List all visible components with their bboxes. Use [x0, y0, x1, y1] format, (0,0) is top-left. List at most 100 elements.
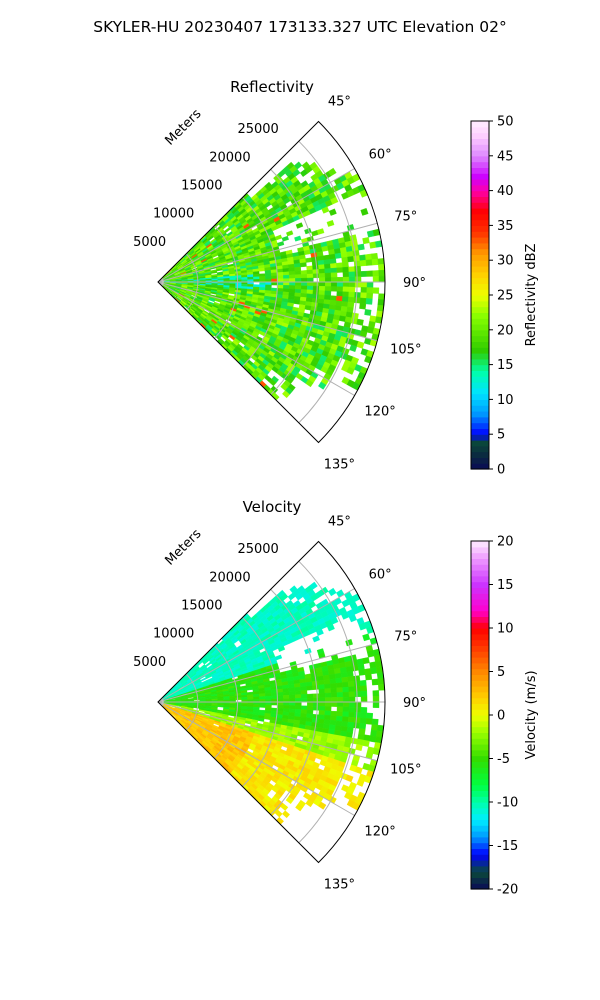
- radar-gate: [294, 266, 302, 272]
- colorbar-segment: [471, 749, 489, 757]
- radar-gate: [265, 275, 272, 280]
- colorbar-segment: [471, 289, 489, 296]
- radar-gate: [318, 684, 325, 690]
- radar-gate: [295, 281, 302, 287]
- radar-gate: [301, 697, 308, 703]
- radar-gate: [289, 281, 296, 286]
- radar-gate: [377, 299, 385, 306]
- radar-gate: [294, 288, 302, 294]
- panel-title: Reflectivity: [230, 78, 314, 96]
- radar-gate: [294, 694, 302, 699]
- radar-gate: [300, 709, 308, 714]
- colorbar-segment: [471, 144, 489, 151]
- colorbar-segment: [471, 254, 489, 261]
- radar-gate: [348, 691, 356, 698]
- range-axis-label: Meters: [162, 106, 204, 148]
- colorbar-segment: [471, 651, 489, 658]
- colorbar-segment: [471, 179, 489, 186]
- radar-gate: [350, 737, 358, 745]
- colorbar-tick-label: -20: [497, 883, 518, 898]
- radar-gate: [318, 285, 326, 292]
- radar-gate: [258, 267, 266, 272]
- radar-gate: [324, 692, 332, 698]
- radar-gate: [283, 285, 290, 290]
- range-tick-label: 10000: [153, 207, 194, 222]
- colorbar-segment: [471, 341, 489, 348]
- colorbar-tick-label: 30: [497, 254, 514, 269]
- radar-gate: [359, 297, 367, 305]
- radar-gate: [277, 704, 284, 709]
- radar-gate: [294, 270, 302, 276]
- radar-gate: [342, 276, 350, 283]
- radar-gate: [364, 668, 372, 675]
- radar-gate: [293, 299, 301, 305]
- colorbar-segment: [471, 726, 489, 733]
- azimuth-gridline: [157, 588, 355, 703]
- radar-gate: [259, 696, 266, 700]
- radar-gate: [307, 697, 314, 703]
- radar-gate: [330, 692, 338, 698]
- azimuth-gridline: [157, 168, 355, 283]
- radar-gate: [331, 281, 338, 287]
- radar-gate: [307, 281, 314, 287]
- colorbar-tick-label: 50: [497, 115, 514, 130]
- colorbar-segment: [471, 184, 489, 192]
- range-tick-label: 10000: [153, 627, 194, 642]
- radar-gate: [324, 701, 332, 707]
- colorbar-segment: [471, 283, 489, 290]
- radar-gate: [324, 263, 331, 270]
- radar-gate: [372, 690, 380, 697]
- colorbar-segment: [471, 451, 489, 458]
- radar-gate: [353, 680, 361, 687]
- colorbar-segment: [471, 318, 489, 325]
- radar-gate: [348, 271, 356, 278]
- colorbar-segment: [471, 622, 489, 629]
- radar-gate: [305, 379, 314, 388]
- colorbar-segment: [471, 593, 489, 600]
- colorbar-segment: [471, 587, 489, 594]
- colorbar-segment: [471, 807, 489, 815]
- colorbar-segment: [471, 295, 489, 302]
- colorbar-segment: [471, 138, 489, 145]
- radar-gate: [354, 271, 362, 278]
- radar-gate: [353, 675, 361, 682]
- colorbar-segment: [471, 842, 489, 849]
- radar-gate: [365, 298, 373, 305]
- radar-gate: [318, 714, 325, 720]
- radar-gate: [264, 272, 272, 277]
- radar-gate: [328, 208, 337, 216]
- colorbar-segment: [471, 358, 489, 366]
- radar-gate: [253, 276, 260, 280]
- colorbar-segment: [471, 399, 489, 406]
- radar-gate: [330, 263, 337, 269]
- radar-gate: [342, 696, 350, 703]
- radar-gate: [300, 289, 308, 294]
- radar-gate: [283, 701, 290, 706]
- radar-gate: [341, 261, 349, 268]
- radar-gate: [360, 292, 368, 299]
- radar-gate: [342, 291, 350, 298]
- radar-gate: [312, 705, 320, 711]
- radar-gate: [277, 645, 286, 652]
- colorbar-refl: 0 5 10 15 20 25 30 35 40 45 50 Reflectivity dBZ: [470, 115, 539, 478]
- radar-gate: [312, 693, 320, 699]
- colorbar-segment: [471, 825, 489, 832]
- radar-gate: [359, 717, 367, 725]
- radar-gate: [317, 259, 325, 266]
- colorbar-segment: [471, 167, 489, 174]
- colorbar-segment: [471, 558, 489, 565]
- colorbar-segment: [471, 703, 489, 710]
- radar-gate: [342, 271, 350, 278]
- colorbar-segment: [471, 370, 489, 377]
- radar-gate: [354, 281, 362, 288]
- radar-gate: [324, 697, 332, 703]
- radar-gate: [282, 271, 290, 276]
- range-tick-label: 5000: [133, 235, 166, 250]
- radar-gate: [318, 705, 326, 712]
- radar-gate: [324, 688, 332, 694]
- radar-gate: [324, 294, 331, 301]
- theta-tick-label: 75°: [394, 630, 417, 645]
- radar-gate: [318, 264, 325, 270]
- radar-gate: [295, 701, 302, 707]
- theta-tick-label: 45°: [328, 515, 351, 530]
